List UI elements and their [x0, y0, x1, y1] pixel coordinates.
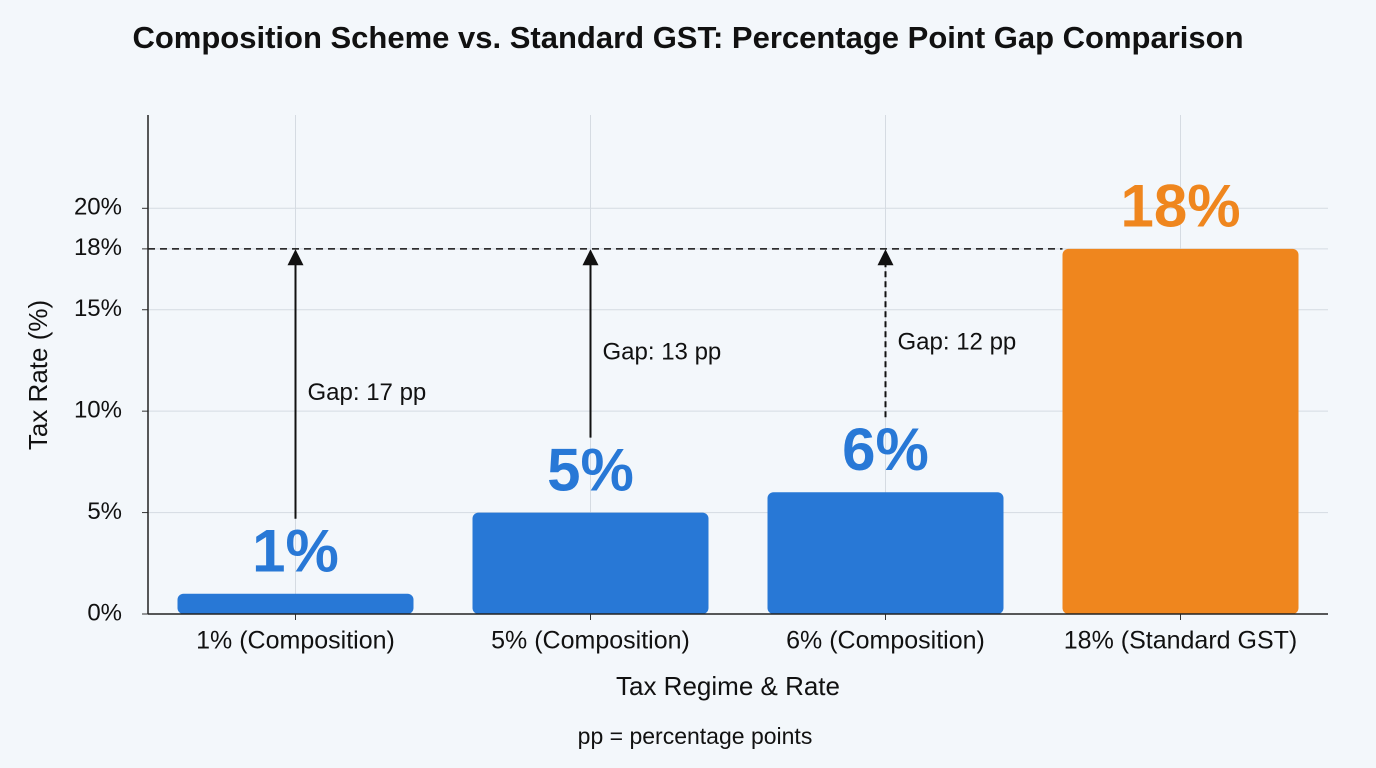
y-tick-label: 20% — [74, 194, 122, 221]
x-tick-label: 6% (Composition) — [786, 627, 985, 655]
gap-annotation: Gap: 13 pp — [603, 339, 722, 366]
x-tick-label: 5% (Composition) — [491, 627, 690, 655]
value-label: 18% — [1120, 173, 1240, 240]
gap-annotation: Gap: 12 pp — [898, 328, 1017, 355]
value-label: 5% — [547, 436, 634, 503]
bar — [472, 512, 709, 614]
y-tick-label: 18% — [74, 234, 122, 261]
bar — [767, 492, 1004, 614]
bar — [177, 593, 414, 614]
plot-area: 0% 5% 10% 15% 20% 18% 1% (Composition) 1% Gap: 1… — [74, 115, 1328, 655]
value-label: 6% — [842, 416, 929, 483]
y-tick-label: 10% — [74, 396, 122, 423]
x-tick-label: 1% (Composition) — [196, 627, 395, 655]
x-axis-label: Tax Regime & Rate — [616, 671, 840, 701]
value-label: 1% — [252, 518, 339, 585]
chart-title: Composition Scheme vs. Standard GST: Per… — [132, 20, 1243, 55]
y-tick-label: 5% — [87, 498, 122, 525]
y-tick-label: 0% — [87, 599, 122, 626]
gap-annotation: Gap: 17 pp — [308, 379, 427, 406]
bar — [1062, 248, 1299, 614]
x-tick-label: 18% (Standard GST) — [1064, 627, 1297, 655]
y-tick-label: 15% — [74, 295, 122, 322]
y-axis-label: Tax Rate (%) — [23, 300, 53, 450]
footnote: pp = percentage points — [578, 723, 813, 749]
